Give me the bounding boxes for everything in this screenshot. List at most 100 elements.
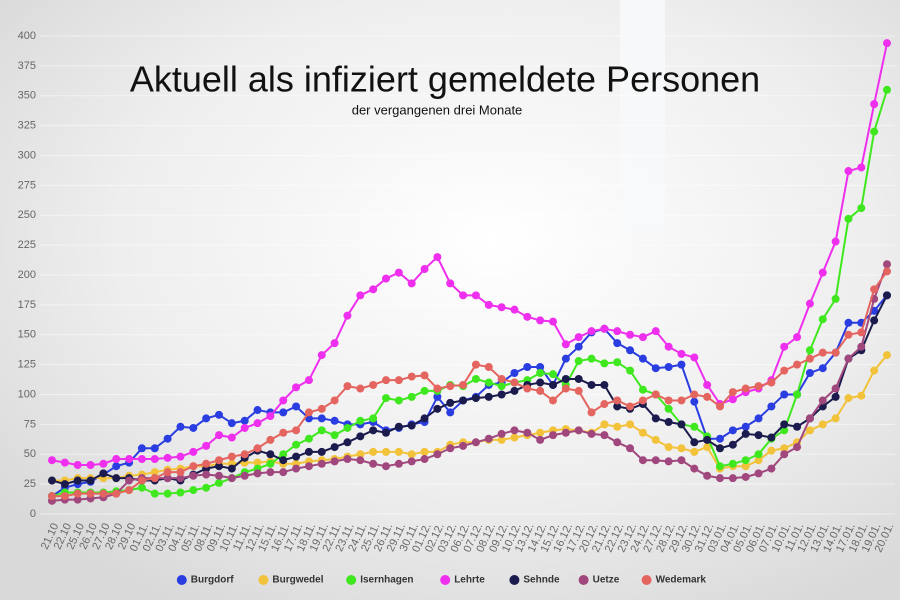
data-point	[240, 450, 249, 459]
data-point	[317, 459, 326, 468]
legend-marker	[509, 575, 520, 585]
data-point	[471, 360, 480, 369]
data-point	[741, 422, 750, 431]
data-point	[150, 455, 159, 464]
data-point	[420, 371, 429, 380]
data-point	[48, 492, 56, 501]
data-point	[369, 285, 378, 294]
data-point	[844, 318, 853, 327]
data-point	[870, 127, 879, 136]
data-point	[561, 354, 570, 363]
data-point	[536, 368, 545, 377]
data-point	[497, 303, 506, 312]
data-point	[677, 360, 686, 369]
data-point	[561, 384, 570, 393]
data-point	[574, 386, 583, 395]
data-point	[754, 450, 763, 459]
data-point	[549, 431, 557, 440]
data-point	[86, 476, 95, 485]
y-tick-label: 200	[18, 269, 36, 281]
data-point	[137, 476, 146, 485]
background-pipette	[620, 0, 665, 230]
data-point	[883, 260, 891, 269]
data-point	[651, 390, 660, 399]
data-point	[831, 294, 840, 303]
data-point	[433, 253, 442, 262]
data-point	[215, 410, 223, 419]
data-point	[651, 327, 660, 336]
data-point	[664, 417, 673, 426]
legend-marker	[258, 575, 269, 585]
data-point	[215, 456, 223, 465]
data-point	[253, 419, 262, 428]
legend-item: Wedemark	[641, 575, 707, 586]
data-point	[253, 458, 262, 467]
data-point	[510, 305, 519, 314]
data-point	[317, 351, 326, 360]
data-point	[317, 404, 326, 413]
legend-marker	[578, 575, 589, 585]
data-point	[523, 312, 532, 321]
data-point	[664, 363, 673, 372]
data-point	[253, 469, 262, 478]
data-point	[317, 426, 326, 435]
data-point	[780, 444, 789, 453]
data-point	[459, 441, 468, 450]
data-point	[279, 396, 288, 405]
data-point	[805, 414, 814, 423]
chart-subtitle: der vergangenen drei Monate	[352, 102, 523, 117]
data-point	[587, 408, 596, 417]
data-point	[883, 291, 891, 300]
data-point	[690, 447, 699, 456]
data-point	[574, 374, 583, 383]
legend-item: Lehrte	[440, 575, 485, 586]
data-point	[215, 431, 223, 440]
y-tick-label: 0	[30, 508, 36, 520]
data-point	[407, 392, 416, 401]
data-point	[163, 453, 172, 462]
data-point	[638, 428, 647, 437]
data-point	[227, 419, 236, 428]
data-point	[587, 354, 596, 363]
data-point	[741, 456, 750, 465]
data-point	[613, 339, 622, 348]
data-point	[844, 394, 853, 403]
data-point	[150, 474, 159, 483]
data-point	[857, 391, 866, 400]
data-point	[497, 374, 506, 383]
data-point	[638, 456, 647, 465]
legend-label: Sehnde	[523, 575, 560, 586]
data-point	[471, 438, 480, 447]
data-point	[420, 447, 429, 456]
y-tick-label: 25	[24, 478, 36, 490]
data-point	[523, 363, 532, 372]
y-tick-label: 150	[18, 329, 36, 341]
data-point	[356, 456, 365, 465]
data-point	[266, 412, 275, 421]
data-point	[690, 353, 699, 362]
data-point	[394, 422, 403, 431]
data-point	[330, 416, 339, 425]
data-point	[394, 268, 403, 277]
data-point	[176, 474, 185, 483]
data-point	[574, 342, 583, 351]
data-point	[279, 428, 288, 437]
data-point	[382, 376, 390, 385]
data-point	[574, 357, 583, 366]
data-point	[805, 354, 814, 363]
data-point	[240, 471, 249, 480]
data-point	[638, 354, 647, 363]
data-point	[369, 380, 378, 389]
data-point	[638, 396, 647, 405]
y-tick-label: 225	[18, 239, 36, 251]
data-point	[690, 390, 699, 399]
data-point	[857, 328, 866, 337]
data-point	[857, 342, 866, 351]
data-point	[664, 457, 673, 466]
legend-label: Wedemark	[656, 575, 707, 586]
data-point	[600, 380, 609, 389]
data-point	[356, 416, 365, 425]
data-point	[690, 422, 699, 431]
data-point	[728, 474, 737, 483]
data-point	[780, 366, 789, 375]
